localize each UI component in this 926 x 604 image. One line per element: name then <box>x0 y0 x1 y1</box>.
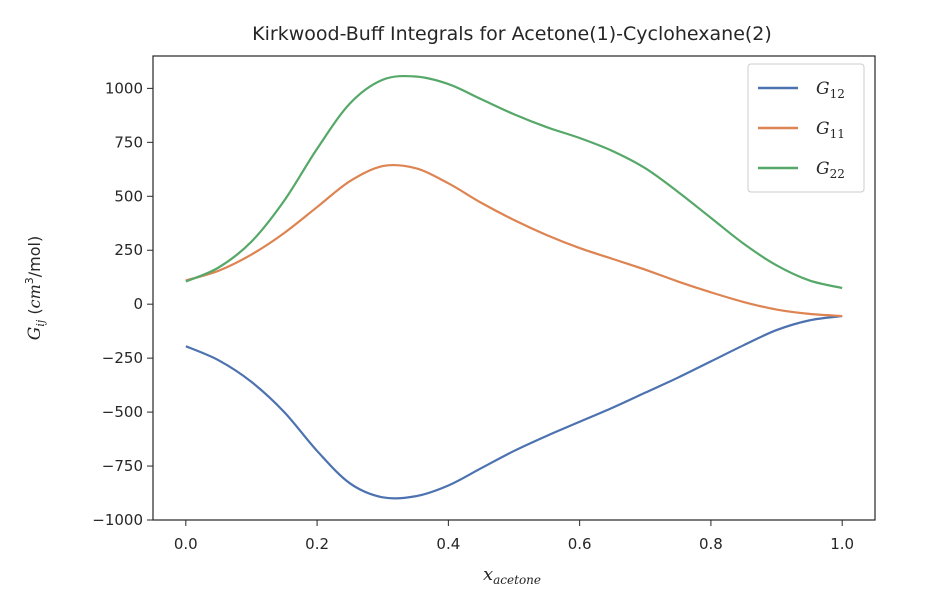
legend-label-g12-main: G <box>816 79 830 99</box>
y-axis-ticks: −1000 −750 −500 −250 0 250 500 750 1000 <box>92 79 153 529</box>
legend-label-g11: G11 <box>816 119 845 141</box>
x-tick-label: 0.2 <box>305 535 329 553</box>
x-tick-label: 0.6 <box>568 535 592 553</box>
x-axis-label-sub: acetone <box>493 573 541 587</box>
series-line-g11 <box>185 163 843 318</box>
y-axis-label-unit-pre: ( <box>25 308 44 319</box>
y-axis-label-sub: ij <box>34 319 47 327</box>
legend-item-g12: G12 <box>758 79 845 101</box>
series-line-g12 <box>185 314 843 500</box>
legend-label-g12-sub: 12 <box>830 87 845 101</box>
y-tick-label: 1000 <box>105 79 143 97</box>
y-tick-label: 500 <box>114 187 143 205</box>
legend-item-g22: G22 <box>758 159 845 181</box>
y-axis-label-unit-sup: 3 <box>23 277 36 284</box>
y-axis-label-main: G <box>25 327 45 341</box>
legend-label-g11-sub: 11 <box>830 127 845 141</box>
legend-label-g22-sub: 22 <box>830 167 845 181</box>
plot-lines <box>185 74 843 500</box>
x-tick-label: 1.0 <box>830 535 854 553</box>
y-axis-label-unit-post: /mol) <box>25 236 44 277</box>
y-tick-label: −250 <box>102 349 143 367</box>
y-axis-label-unit-base: cm <box>25 284 44 308</box>
y-tick-label: −750 <box>102 457 143 475</box>
legend-frame <box>747 63 865 193</box>
series-line-g22 <box>185 74 843 290</box>
x-tick-label: 0.0 <box>174 535 198 553</box>
x-axis-ticks: 0.0 0.2 0.4 0.6 0.8 1.0 <box>174 520 854 553</box>
y-tick-label: 0 <box>133 295 143 313</box>
y-tick-label: −1000 <box>92 511 143 529</box>
y-tick-label: 750 <box>114 133 143 151</box>
legend-label-g12: G12 <box>816 79 845 101</box>
y-axis-label: Gij (cm3/mol) <box>23 236 47 340</box>
x-tick-label: 0.4 <box>436 535 460 553</box>
y-tick-label: 250 <box>114 241 143 259</box>
legend-item-g11: G11 <box>758 119 845 141</box>
plot-frame <box>152 55 876 521</box>
legend: G12 G11 G22 <box>747 63 865 193</box>
x-tick-label: 0.8 <box>699 535 723 553</box>
x-axis-label: xacetone <box>483 564 541 587</box>
chart-title: Kirkwood-Buff Integrals for Acetone(1)-C… <box>252 23 772 45</box>
legend-label-g22-main: G <box>816 159 830 179</box>
x-axis-label-main: x <box>483 564 493 585</box>
legend-label-g22: G22 <box>816 159 845 181</box>
y-tick-label: −500 <box>102 403 143 421</box>
legend-label-g11-main: G <box>816 119 830 139</box>
